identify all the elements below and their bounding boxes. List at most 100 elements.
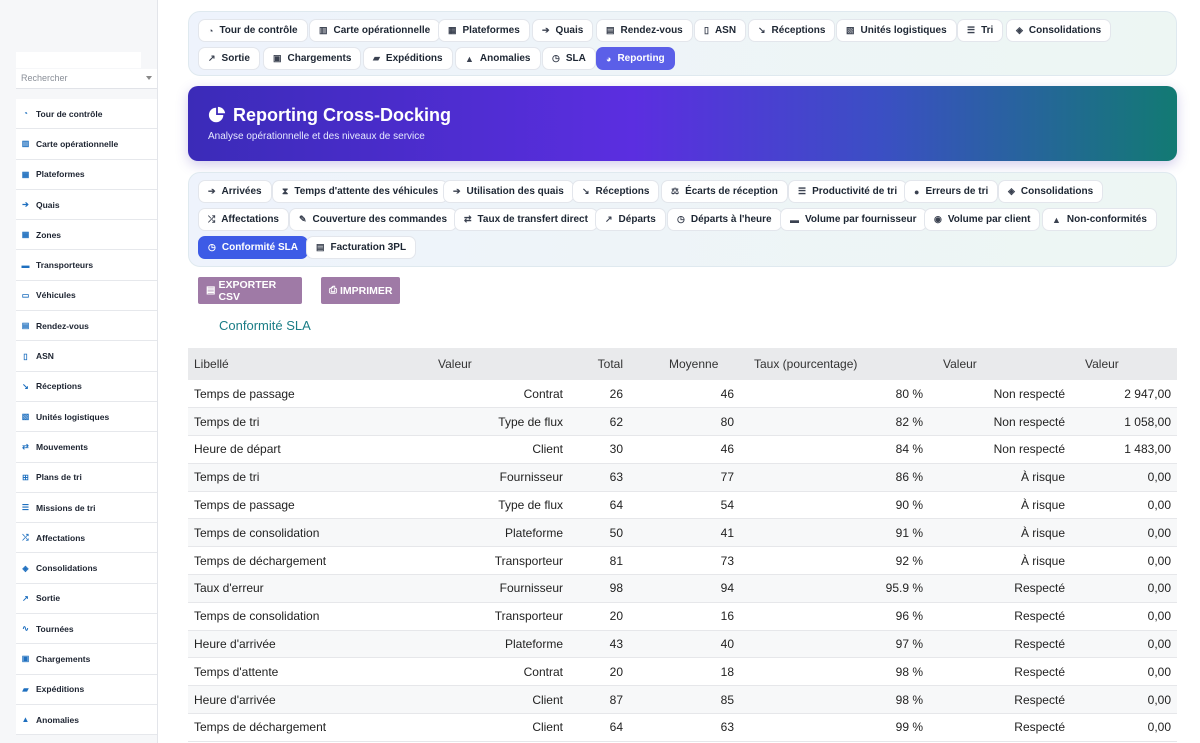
sidebar-item[interactable]: ↗ Sortie xyxy=(16,583,157,615)
table-cell: 26 xyxy=(569,380,629,409)
table-row[interactable]: Heure de départ Client 30 46 84 % Non respect… xyxy=(188,435,1177,464)
sidebar-item[interactable]: ▣ Chargements xyxy=(16,644,157,675)
report-tab[interactable]: ⤮ Affectations xyxy=(198,208,289,231)
table-row[interactable]: Temps de passage Type de flux 64 54 90 % À ri… xyxy=(188,491,1177,520)
nav-tab[interactable]: ▣ Chargements xyxy=(263,47,362,70)
sidebar-item[interactable]: ◔ Tour de contrôle xyxy=(16,99,157,130)
nav-tab[interactable]: ☰ Tri xyxy=(957,19,1004,42)
nav-tab[interactable]: ◕ Reporting xyxy=(596,47,675,70)
table-row[interactable]: Temps de consolidation Plateforme 50 41 91 %… xyxy=(188,518,1177,548)
sidebar-item[interactable]: ▤ Rendez-vous xyxy=(16,311,157,342)
sidebar-item[interactable]: ▰ Expéditions xyxy=(16,674,157,705)
table-row[interactable]: Heure d'arrivée Plateforme 43 40 97 % Respect… xyxy=(188,630,1177,659)
column-header[interactable]: Total xyxy=(569,348,629,380)
sidebar-item-label: Missions de tri xyxy=(36,502,96,513)
report-tab[interactable]: ✎ Couverture des commandes xyxy=(289,208,458,231)
nav-tab[interactable]: ▰ Expéditions xyxy=(363,47,453,70)
nav-tab[interactable]: ▥ Carte opérationnelle xyxy=(309,19,441,42)
sidebar-item-label: Réceptions xyxy=(36,381,82,392)
column-header[interactable]: Valeur xyxy=(1071,348,1177,380)
table-cell: Non respecté xyxy=(929,407,1071,437)
sidebar-item[interactable]: ▬ Transporteurs xyxy=(16,250,157,281)
sidebar-item-label: Plans de tri xyxy=(36,472,82,483)
table-row[interactable]: Heure d'arrivée Client 87 85 98 % Respecté 0,0… xyxy=(188,685,1177,715)
print-button[interactable]: ⎙ IMPRIMER xyxy=(321,277,400,304)
table-row[interactable]: Temps d'attente Contrat 20 18 98 % Respecté 0,… xyxy=(188,657,1177,687)
table-row[interactable]: Temps de tri Fournisseur 63 77 86 % À risque 0… xyxy=(188,463,1177,492)
table-row[interactable]: Taux d'erreur Fournisseur 98 94 95.9 % Respec… xyxy=(188,574,1177,603)
table-cell: 0,00 xyxy=(1071,602,1177,631)
report-tab[interactable]: ➔ Arrivées xyxy=(198,180,272,203)
column-header[interactable]: Moyenne xyxy=(629,348,740,380)
nav-tab[interactable]: ▯ ASN xyxy=(694,19,747,42)
report-tab[interactable]: ⚖ Écarts de réception xyxy=(661,180,788,203)
sidebar-item[interactable]: ⤮ Affectations xyxy=(16,523,157,554)
nav-tab-label: SLA xyxy=(565,53,586,64)
table-cell: Type de flux xyxy=(432,491,569,520)
report-tab[interactable]: ▤ Facturation 3PL xyxy=(306,236,417,259)
nav-tab[interactable]: ◷ SLA xyxy=(542,47,596,70)
nav-tab[interactable]: ▧ Unités logistiques xyxy=(836,19,957,42)
report-tab[interactable]: ↘ Réceptions xyxy=(572,180,660,203)
report-tab-label: Utilisation des quais xyxy=(466,186,564,197)
route-icon: ∿ xyxy=(22,624,29,634)
sidebar-search-select[interactable]: Rechercher xyxy=(16,69,157,89)
sidebar-item[interactable]: ➔ Quais xyxy=(16,189,157,221)
report-tab[interactable]: ☰ Productivité de tri xyxy=(788,180,908,203)
top-navigation: ◔ Tour de contrôle ▥ Carte opérationnelle ▦ P… xyxy=(188,11,1177,76)
nav-tab[interactable]: ◔ Tour de contrôle xyxy=(198,19,308,42)
table-cell: 16 xyxy=(629,602,740,631)
table-cell: 86 % xyxy=(740,463,929,492)
sitemap-icon: ⊞ xyxy=(22,472,29,482)
report-tab[interactable]: ▬ Volume par fournisseur xyxy=(780,208,927,231)
sidebar-item[interactable]: ▧ Unités logistiques xyxy=(16,401,157,433)
invoice-icon: ▤ xyxy=(316,242,325,252)
sidebar-item[interactable]: ⇄ Mouvements xyxy=(16,432,157,463)
report-tab[interactable]: ↗ Départs xyxy=(595,208,666,231)
nav-tab[interactable]: ◈ Consolidations xyxy=(1006,19,1112,42)
report-tab[interactable]: ● Erreurs de tri xyxy=(904,180,999,203)
table-row[interactable]: Temps de consolidation Transporteur 20 16 96… xyxy=(188,602,1177,631)
sidebar-item[interactable]: ▦ Plateformes xyxy=(16,159,157,190)
sidebar-item[interactable]: ▦ Zones xyxy=(16,220,157,251)
column-header[interactable]: Libellé xyxy=(188,348,432,380)
hourglass-icon: ⧗ xyxy=(282,186,289,196)
column-header[interactable]: Taux (pourcentage) xyxy=(740,348,929,380)
sidebar-item[interactable]: ◈ Consolidations xyxy=(16,553,157,584)
bus-icon: ▭ xyxy=(21,290,30,300)
sidebar-item[interactable]: ▯ ASN xyxy=(16,341,157,372)
shipping-icon: ▰ xyxy=(373,53,380,63)
sidebar-item[interactable]: ▲ Anomalies xyxy=(16,704,157,736)
export-csv-button[interactable]: ▤ EXPORTER CSV xyxy=(198,277,302,304)
report-tab[interactable]: ◈ Consolidations xyxy=(998,180,1104,203)
report-tab[interactable]: ▲ Non-conformités xyxy=(1042,208,1157,231)
table-row[interactable]: Temps de passage Contrat 26 46 80 % Non respe… xyxy=(188,380,1177,409)
column-header[interactable]: Valeur xyxy=(929,348,1071,380)
nav-tab[interactable]: ▤ Rendez-vous xyxy=(596,19,693,42)
report-tab[interactable]: ⇄ Taux de transfert direct xyxy=(454,208,598,231)
report-tab[interactable]: ➔ Utilisation des quais xyxy=(443,180,574,203)
nav-tab[interactable]: ↘ Réceptions xyxy=(748,19,836,42)
report-tab-label: Départs à l'heure xyxy=(690,214,772,225)
report-tab[interactable]: ◷ Départs à l'heure xyxy=(667,208,782,231)
table-row[interactable]: Temps de déchargement Client 64 63 99 % Respe… xyxy=(188,713,1177,742)
sidebar-item-label: Chargements xyxy=(36,653,91,664)
column-header[interactable]: Valeur xyxy=(432,348,569,380)
report-tab[interactable]: ⧗ Temps d'attente des véhicules xyxy=(272,180,449,203)
table-cell: Temps de consolidation xyxy=(188,602,432,631)
users-icon: ◉ xyxy=(934,214,942,224)
table-row[interactable]: Temps de tri Type de flux 62 80 82 % Non resp… xyxy=(188,407,1177,437)
sidebar-item[interactable]: ▥ Carte opérationnelle xyxy=(16,129,157,160)
nav-tab[interactable]: ▲ Anomalies xyxy=(455,47,541,70)
nav-tab[interactable]: ▦ Plateformes xyxy=(438,19,530,42)
sidebar-item[interactable]: ∿ Tournées xyxy=(16,614,157,645)
sidebar-item[interactable]: ☰ Missions de tri xyxy=(16,492,157,524)
table-row[interactable]: Temps de déchargement Transporteur 81 73 92 … xyxy=(188,546,1177,576)
sidebar-item[interactable]: ↘ Réceptions xyxy=(16,371,157,402)
sidebar-item[interactable]: ⊞ Plans de tri xyxy=(16,462,157,493)
nav-tab[interactable]: ↗ Sortie xyxy=(198,47,260,70)
report-tab[interactable]: ◷ Conformité SLA xyxy=(198,236,308,259)
report-tab[interactable]: ◉ Volume par client xyxy=(924,208,1041,231)
nav-tab[interactable]: ➔ Quais xyxy=(532,19,594,42)
sidebar-item[interactable]: ▭ Véhicules xyxy=(16,280,157,312)
